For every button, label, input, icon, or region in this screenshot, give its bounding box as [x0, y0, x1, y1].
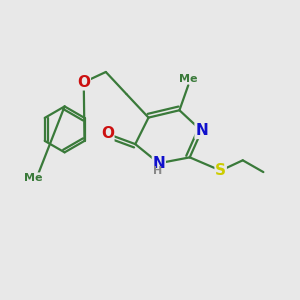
Text: N: N: [195, 123, 208, 138]
Text: O: O: [77, 75, 90, 90]
Text: Me: Me: [24, 173, 43, 183]
Text: O: O: [101, 126, 114, 141]
Text: S: S: [215, 163, 226, 178]
Text: N: N: [152, 156, 165, 171]
Text: H: H: [153, 167, 162, 176]
Text: Me: Me: [179, 74, 197, 84]
